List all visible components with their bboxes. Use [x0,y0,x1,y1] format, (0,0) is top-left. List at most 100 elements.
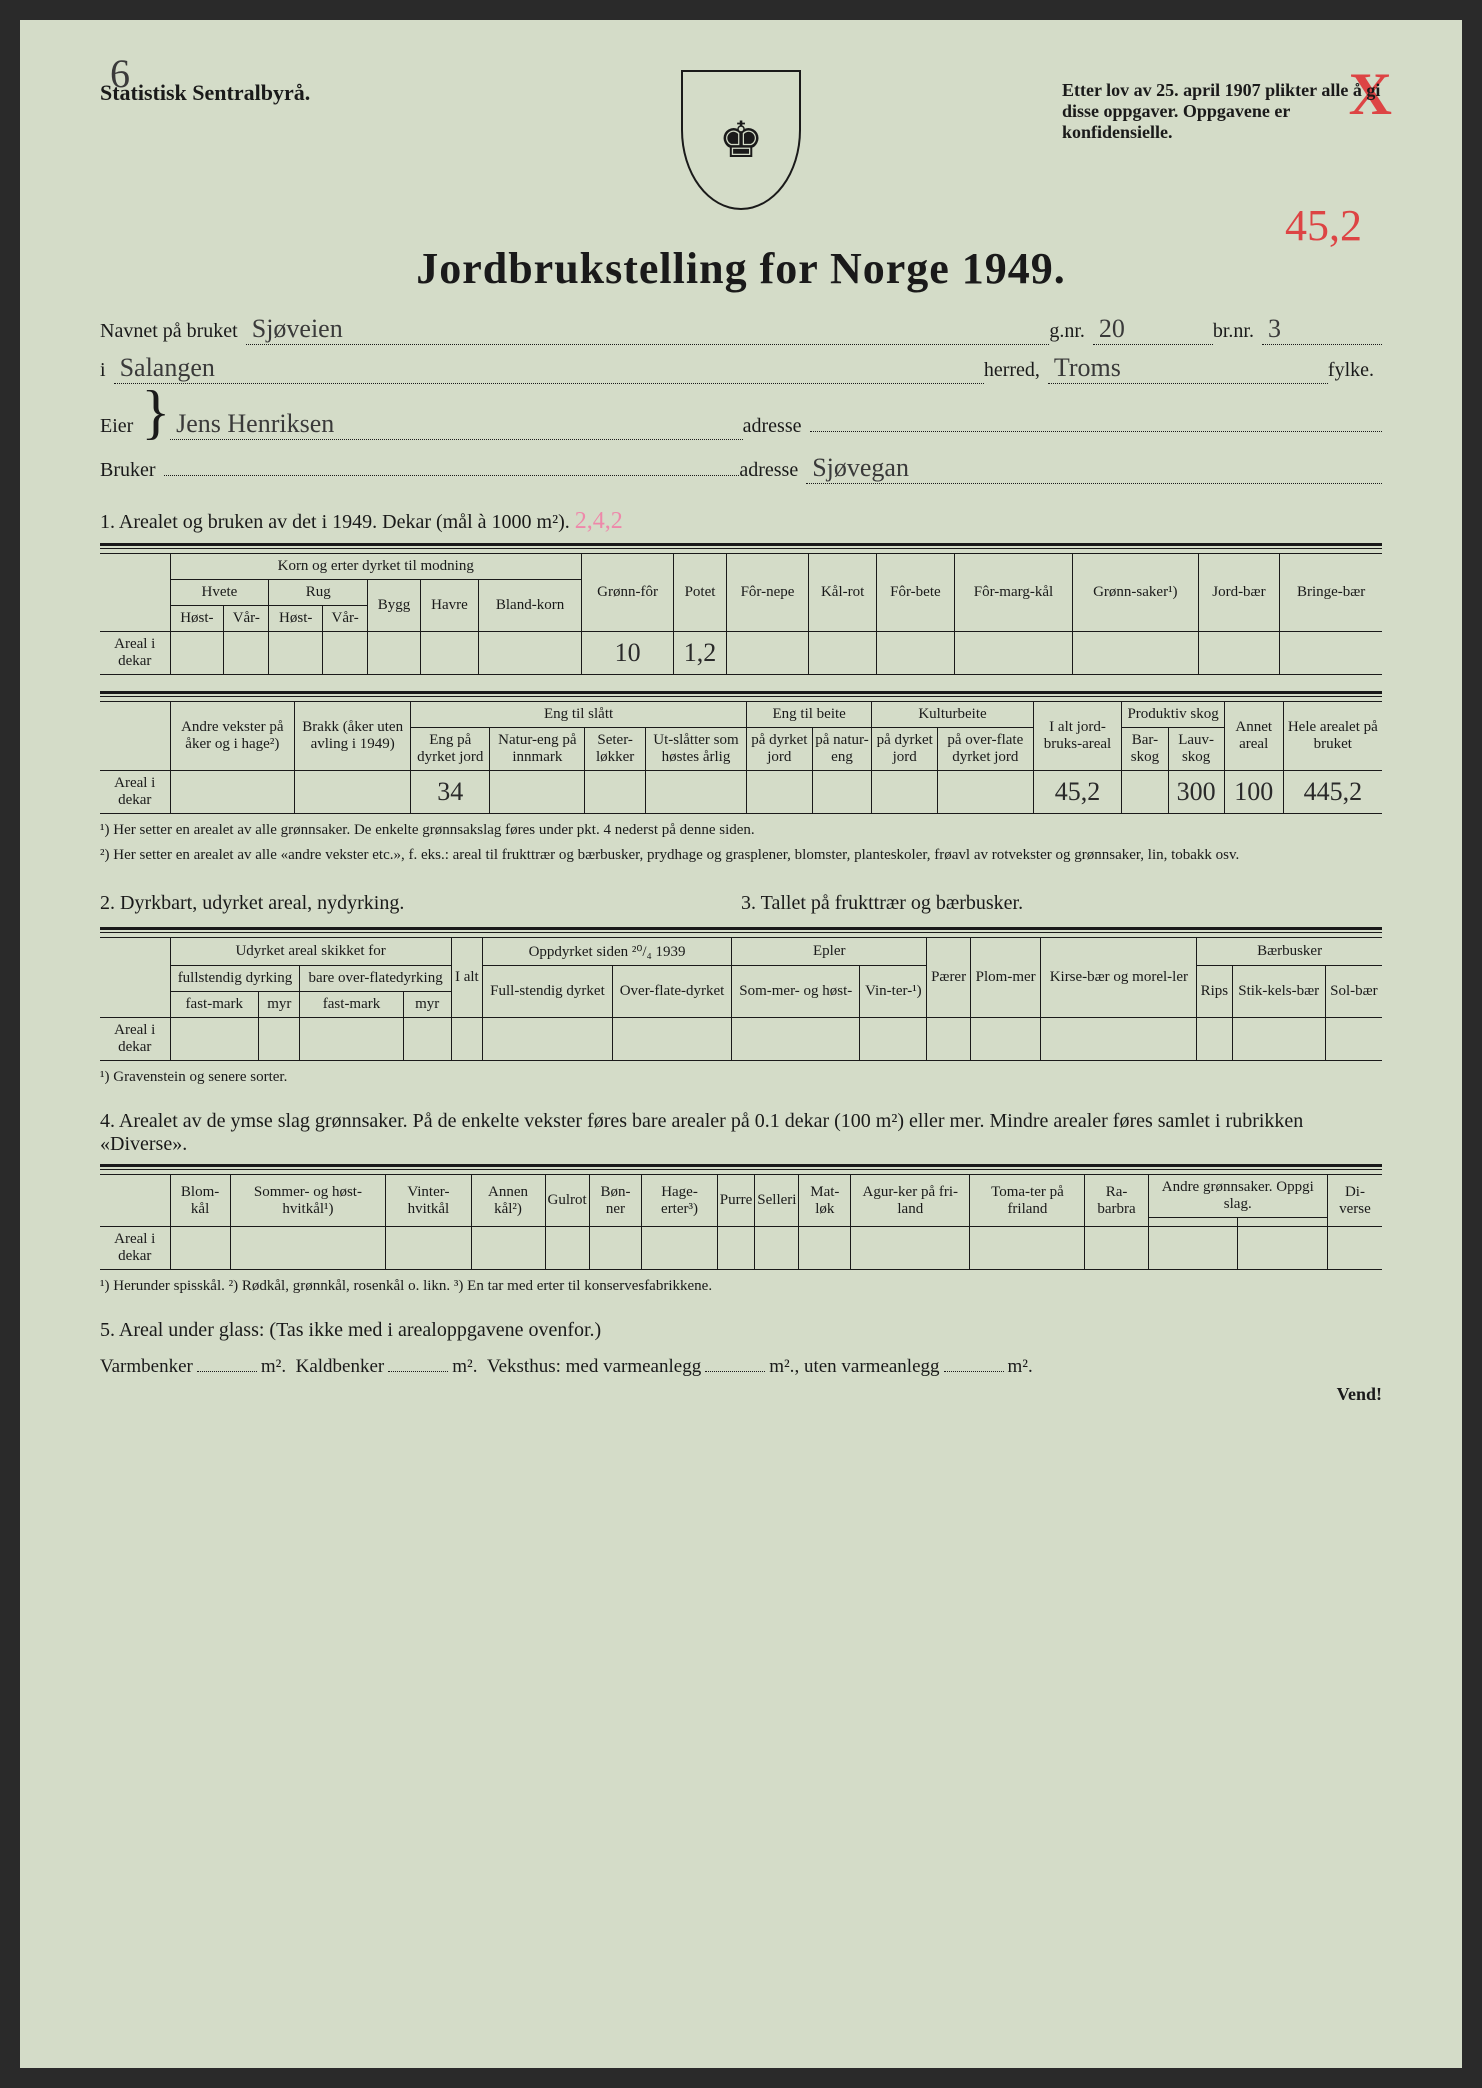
cell[interactable] [170,632,224,675]
cell[interactable] [269,632,323,675]
cell[interactable] [1122,771,1168,814]
cell[interactable] [612,1018,731,1061]
th-potet: Potet [674,554,727,632]
th-rug-var: Vår- [323,606,368,632]
cell[interactable] [403,1018,451,1061]
label-brnr: br.nr. [1213,320,1254,343]
cell[interactable] [851,1227,970,1270]
cell[interactable] [1325,1018,1382,1061]
th-bonner: Bøn-ner [589,1175,642,1227]
th-fm1: fast-mark [170,992,259,1018]
cell[interactable] [585,771,646,814]
field-veksthus-uten[interactable] [944,1354,1004,1372]
blank-corner [100,702,170,771]
cell[interactable] [747,771,813,814]
cell[interactable] [860,1018,927,1061]
cell[interactable] [545,1227,589,1270]
cell[interactable] [1041,1018,1197,1061]
cell-gronnfor[interactable]: 10 [581,632,673,675]
cell[interactable] [812,771,872,814]
cell[interactable] [230,1227,386,1270]
field-varmbenker[interactable] [197,1354,257,1372]
th-andre-1 [1148,1218,1238,1227]
cell[interactable] [589,1227,642,1270]
field-bruker[interactable] [164,448,740,476]
cell[interactable] [386,1227,471,1270]
field-bruket[interactable]: Sjøveien [246,314,1050,345]
census-form-page: 6 X 45,2 Statistisk Sentralbyrå. ♚ Etter… [20,20,1462,2068]
cell[interactable] [323,632,368,675]
cell[interactable] [479,632,582,675]
field-fylke[interactable]: Troms [1048,353,1328,384]
th-padyrket: på dyrket jord [747,728,813,771]
s1-heading-text: 1. Arealet og bruken av det i 1949. Deka… [100,511,570,533]
field-gnr[interactable]: 20 [1093,314,1213,345]
th-ialt: I alt jord-bruks-areal [1033,702,1122,771]
cell[interactable] [645,771,746,814]
field-brnr[interactable]: 3 [1262,314,1382,345]
cell[interactable] [717,1227,755,1270]
cell[interactable] [490,771,585,814]
cell[interactable] [451,1018,482,1061]
cell[interactable] [726,632,809,675]
cell[interactable] [799,1227,851,1270]
cell[interactable] [170,1227,230,1270]
cell-ialt[interactable]: 45,2 [1033,771,1122,814]
cell[interactable] [170,1018,259,1061]
cell[interactable] [368,632,421,675]
cell[interactable] [1073,632,1198,675]
th-stikkels: Stik-kels-bær [1232,966,1325,1018]
cell[interactable] [1327,1227,1382,1270]
th-gronnfor: Grønn-fôr [581,554,673,632]
cell[interactable] [471,1227,545,1270]
th-rabarbra: Ra-barbra [1085,1175,1148,1227]
field-adresse2[interactable]: Sjøvegan [806,453,1382,484]
cell[interactable] [420,632,478,675]
cell[interactable] [927,1018,970,1061]
cell[interactable] [1280,632,1382,675]
cell[interactable] [954,632,1072,675]
unit-m2-4: m². [1008,1356,1033,1378]
cell[interactable] [809,632,877,675]
th-myr2: myr [403,992,451,1018]
cell[interactable] [970,1018,1041,1061]
cell[interactable] [937,771,1033,814]
cell[interactable] [1238,1227,1328,1270]
th-myr1: myr [259,992,300,1018]
cell[interactable] [1232,1018,1325,1061]
cell[interactable] [482,1018,612,1061]
cell-lauv[interactable]: 300 [1168,771,1224,814]
cell[interactable] [1198,632,1280,675]
cell[interactable] [300,1018,403,1061]
th-fm2: fast-mark [300,992,403,1018]
cell[interactable] [170,771,295,814]
field-veksthus-med[interactable] [705,1354,765,1372]
cell[interactable] [1085,1227,1148,1270]
cell[interactable] [1148,1227,1238,1270]
field-kaldbenker[interactable] [388,1354,448,1372]
cell[interactable] [872,771,938,814]
glass-line: Varmbenker m². Kaldbenker m². Veksthus: … [100,1354,1382,1378]
pink-annotation: 2,4,2 [575,508,623,534]
cell[interactable] [224,632,269,675]
header: Statistisk Sentralbyrå. ♚ Etter lov av 2… [100,80,1382,143]
th-ialt2: I alt [451,938,482,1018]
cell[interactable] [295,771,411,814]
cell[interactable] [642,1227,718,1270]
cell[interactable] [970,1227,1085,1270]
cell[interactable] [732,1018,860,1061]
cell[interactable] [1197,1018,1232,1061]
cell-eng[interactable]: 34 [411,771,490,814]
cell-annet[interactable]: 100 [1224,771,1283,814]
cell-hele[interactable]: 445,2 [1283,771,1382,814]
th-matlok: Mat-løk [799,1175,851,1227]
cell[interactable] [755,1227,799,1270]
rowlabel-4: Areal i dekar [100,1227,170,1270]
label-bruket: Navnet på bruket [100,320,238,343]
field-herred[interactable]: Salangen [114,353,984,384]
field-owner[interactable]: Jens Henriksen [170,409,743,440]
cell-potet[interactable]: 1,2 [674,632,727,675]
cell[interactable] [877,632,955,675]
cell[interactable] [259,1018,300,1061]
field-adresse1[interactable] [810,404,1383,432]
